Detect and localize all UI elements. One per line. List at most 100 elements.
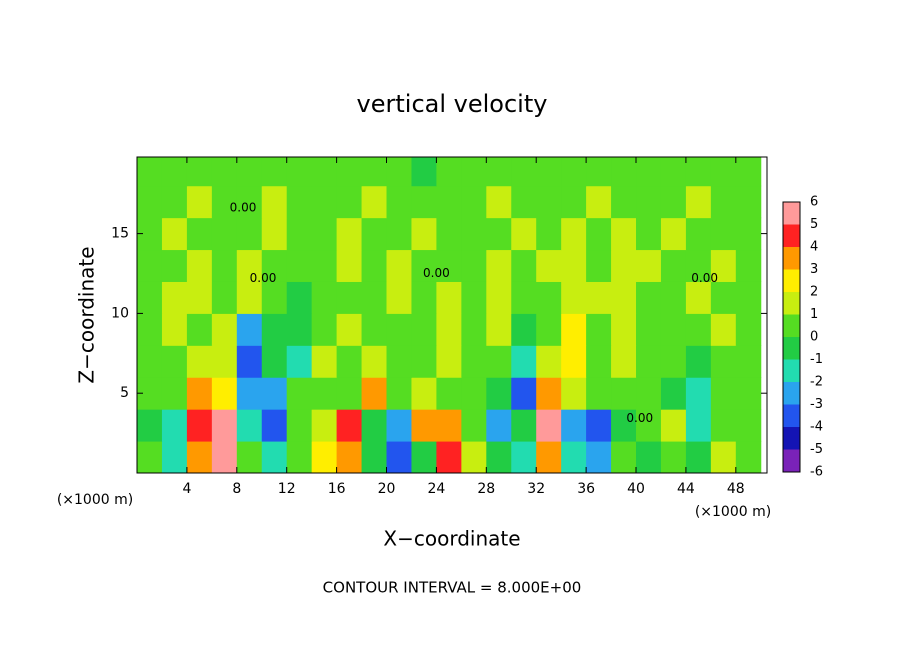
colorbar-swatch: [783, 359, 800, 382]
x-tick-label: 4: [182, 481, 191, 497]
heat-cell: [137, 281, 163, 314]
heat-cell: [536, 185, 562, 219]
heat-cell: [186, 441, 213, 474]
heat-cell: [511, 157, 537, 187]
heat-cell: [361, 345, 388, 378]
heat-cell: [211, 441, 238, 474]
heat-cell: [336, 281, 363, 314]
heat-cell: [660, 441, 687, 474]
heat-cell: [561, 409, 587, 442]
heat-cell: [236, 313, 263, 346]
heat-cell: [536, 313, 562, 346]
heat-cell: [685, 217, 712, 251]
heat-cell: [685, 345, 712, 378]
heat-cell: [536, 441, 562, 474]
heat-cell: [611, 409, 637, 442]
heat-cell: [137, 313, 163, 346]
heat-cell: [735, 185, 762, 219]
x-tick-label: 44: [677, 481, 695, 497]
heat-cell: [236, 217, 263, 251]
x-tick-label: 12: [278, 481, 296, 497]
contour-label: 0.00: [626, 411, 653, 425]
heat-cell: [236, 185, 263, 219]
heat-cell: [461, 281, 487, 314]
heat-cell: [286, 157, 313, 187]
heat-cell: [561, 345, 587, 378]
heat-cell: [685, 377, 712, 410]
heat-cell: [486, 157, 512, 187]
heat-cell: [611, 157, 637, 187]
heat-cell: [211, 409, 238, 442]
colorbar-tick-label: -5: [810, 442, 823, 457]
heat-cell: [386, 185, 412, 219]
heat-cell: [436, 217, 462, 251]
heat-cell: [336, 185, 363, 219]
heat-cell: [710, 185, 737, 219]
heat-cell: [660, 345, 687, 378]
heat-cell: [261, 249, 288, 282]
heat-cell: [636, 441, 662, 474]
heat-cell: [411, 157, 437, 187]
heat-cell: [211, 249, 238, 282]
heat-cell: [261, 281, 288, 314]
colorbar-swatch: [783, 449, 800, 472]
heat-cell: [161, 313, 188, 346]
heat-cell: [511, 249, 537, 282]
heat-cell: [336, 377, 363, 410]
heat-cell: [286, 313, 313, 346]
heat-cell: [411, 249, 437, 282]
heat-cell: [161, 249, 188, 282]
heat-cell: [486, 377, 512, 410]
heat-cell: [436, 313, 462, 346]
heat-cell: [710, 249, 737, 282]
heat-cell: [536, 281, 562, 314]
heat-cell: [137, 249, 163, 282]
heat-cell: [461, 157, 487, 187]
heat-cell: [361, 313, 388, 346]
heat-cell: [461, 185, 487, 219]
heat-cell: [710, 217, 737, 251]
heat-cell: [261, 441, 288, 474]
heat-cell: [261, 217, 288, 251]
heat-cell: [561, 281, 587, 314]
heat-cell: [137, 157, 163, 187]
heat-cell: [336, 249, 363, 282]
x-tick-label: 40: [627, 481, 645, 497]
heat-cell: [611, 441, 637, 474]
heat-cell: [436, 345, 462, 378]
heat-cell: [137, 441, 163, 474]
heat-cell: [436, 377, 462, 410]
heat-cell: [186, 377, 213, 410]
heat-cell: [636, 185, 662, 219]
heat-cell: [137, 345, 163, 378]
heat-cell: [236, 157, 263, 187]
heat-cell: [710, 281, 737, 314]
heat-cell: [735, 441, 762, 474]
y-tick-label: 5: [120, 385, 129, 401]
heat-cell: [261, 157, 288, 187]
heat-cell: [611, 217, 637, 251]
heat-cell: [211, 345, 238, 378]
heat-cell: [536, 217, 562, 251]
heat-cell: [486, 345, 512, 378]
heat-cell: [286, 217, 313, 251]
heat-cell: [586, 157, 612, 187]
heat-cell: [261, 313, 288, 346]
heat-cell: [236, 281, 263, 314]
heat-cell: [286, 377, 313, 410]
heat-cell: [536, 377, 562, 410]
contour-label: 0.00: [691, 271, 718, 285]
heat-cell: [411, 377, 437, 410]
heat-cell: [186, 217, 213, 251]
heat-cell: [486, 441, 512, 474]
heat-cell: [336, 157, 363, 187]
heat-cell: [511, 185, 537, 219]
heat-cell: [660, 281, 687, 314]
heat-cell: [461, 441, 487, 474]
heat-cell: [710, 345, 737, 378]
heat-cell: [211, 185, 238, 219]
colorbar-tick-label: 6: [810, 195, 818, 210]
heat-cell: [161, 409, 188, 442]
heat-cell: [386, 281, 412, 314]
heat-cell: [361, 217, 388, 251]
